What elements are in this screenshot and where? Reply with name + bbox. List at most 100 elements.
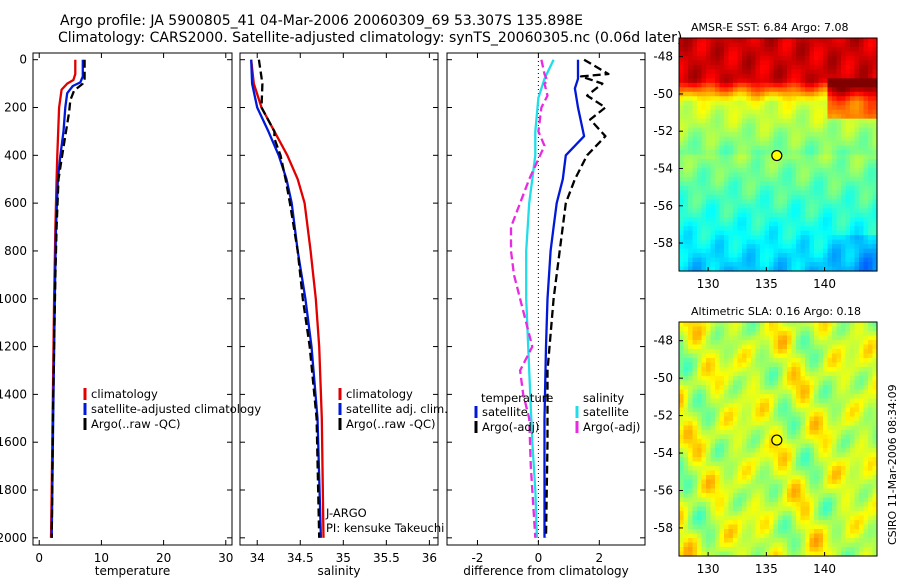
heatmap-cell bbox=[796, 38, 802, 44]
heatmap-cell bbox=[742, 326, 748, 332]
heatmap-cell bbox=[719, 217, 725, 223]
heatmap-cell bbox=[724, 479, 730, 485]
heatmap-cell bbox=[710, 538, 716, 544]
heatmap-cell bbox=[764, 421, 770, 427]
heatmap-cell bbox=[791, 407, 797, 413]
heatmap-cell bbox=[742, 367, 748, 373]
heatmap-cell bbox=[733, 38, 739, 44]
heatmap-cell bbox=[850, 154, 856, 160]
heatmap-cell bbox=[796, 452, 802, 458]
heatmap-cell bbox=[701, 340, 707, 346]
heatmap-cell bbox=[836, 100, 842, 106]
map-x-tick-label: 135 bbox=[755, 277, 778, 291]
heatmap-cell bbox=[854, 524, 860, 530]
heatmap-cell bbox=[832, 385, 838, 391]
heatmap-cell bbox=[755, 524, 761, 530]
heatmap-cell bbox=[697, 203, 703, 209]
heatmap-cell bbox=[823, 394, 829, 400]
heatmap-cell bbox=[769, 185, 775, 191]
heatmap-cell bbox=[836, 443, 842, 449]
heatmap-cell bbox=[706, 452, 712, 458]
heatmap-cell bbox=[692, 358, 698, 364]
heatmap-cell bbox=[746, 248, 752, 254]
heatmap-cell bbox=[787, 235, 793, 241]
heatmap-cell bbox=[724, 425, 730, 431]
heatmap-cell bbox=[823, 87, 829, 93]
heatmap-cell bbox=[751, 367, 757, 373]
heatmap-cell bbox=[818, 497, 824, 503]
heatmap-cell bbox=[769, 380, 775, 386]
heatmap-cell bbox=[719, 331, 725, 337]
heatmap-cell bbox=[778, 167, 784, 174]
heatmap-cell bbox=[850, 542, 856, 548]
heatmap-cell bbox=[787, 118, 793, 124]
heatmap-cell bbox=[791, 542, 797, 548]
heatmap-cell bbox=[782, 434, 788, 440]
heatmap-cell bbox=[715, 547, 721, 553]
heatmap-cell bbox=[764, 194, 770, 200]
x-axis-label-salinity: salinity bbox=[317, 564, 360, 578]
heatmap-cell bbox=[769, 452, 775, 458]
heatmap-cell bbox=[773, 511, 779, 517]
heatmap-cell bbox=[746, 226, 752, 232]
heatmap-cell bbox=[845, 230, 851, 236]
heatmap-cell bbox=[836, 502, 842, 508]
heatmap-cell bbox=[791, 96, 797, 102]
heatmap-cell bbox=[746, 430, 752, 436]
heatmap-cell bbox=[809, 362, 815, 368]
heatmap-cell bbox=[854, 105, 860, 111]
heatmap-cell bbox=[683, 331, 689, 337]
heatmap-cell bbox=[832, 235, 838, 241]
heatmap-cell bbox=[782, 73, 788, 79]
heatmap-cell bbox=[751, 371, 757, 377]
heatmap-cell bbox=[688, 141, 694, 147]
heatmap-cell bbox=[728, 367, 734, 373]
heatmap-cell bbox=[854, 181, 860, 187]
heatmap-cell bbox=[818, 118, 824, 124]
heatmap-cell bbox=[818, 244, 824, 250]
heatmap-cell bbox=[710, 194, 716, 200]
heatmap-cell bbox=[800, 217, 806, 223]
heatmap-cell bbox=[715, 114, 721, 120]
heatmap-cell bbox=[746, 73, 752, 79]
heatmap-cell bbox=[778, 69, 784, 75]
heatmap-cell bbox=[836, 203, 842, 209]
heatmap-cell bbox=[710, 42, 716, 48]
heatmap-cell bbox=[764, 91, 770, 97]
heatmap-cell bbox=[809, 141, 815, 147]
heatmap-cell bbox=[760, 551, 766, 557]
heatmap-cell bbox=[836, 257, 842, 263]
heatmap-cell bbox=[827, 239, 833, 245]
heatmap-cell bbox=[796, 412, 802, 418]
heatmap-cell bbox=[859, 82, 865, 88]
heatmap-cell bbox=[854, 538, 860, 544]
heatmap-cell bbox=[827, 221, 833, 227]
heatmap-cell bbox=[697, 145, 703, 151]
heatmap-cell bbox=[805, 511, 811, 517]
heatmap-cell bbox=[701, 389, 707, 395]
heatmap-cell bbox=[832, 262, 838, 268]
heatmap-cell bbox=[692, 380, 698, 386]
heatmap-cell bbox=[782, 42, 788, 48]
heatmap-cell bbox=[782, 154, 788, 160]
heatmap-cell bbox=[742, 46, 748, 53]
heatmap-cell bbox=[769, 457, 775, 463]
heatmap-cell bbox=[733, 461, 739, 467]
heatmap-cell bbox=[715, 136, 721, 142]
heatmap-cell bbox=[710, 421, 716, 427]
heatmap-cell bbox=[769, 371, 775, 377]
heatmap-cell bbox=[778, 538, 784, 544]
heatmap-cell bbox=[733, 520, 739, 526]
heatmap-cell bbox=[818, 136, 824, 142]
heatmap-cell bbox=[719, 150, 725, 156]
heatmap-cell bbox=[769, 488, 775, 494]
heatmap-cell bbox=[859, 185, 865, 191]
heatmap-cell bbox=[719, 212, 725, 218]
heatmap-cell bbox=[823, 380, 829, 386]
heatmap-cell bbox=[683, 248, 689, 254]
heatmap-cell bbox=[800, 398, 806, 404]
heatmap-cell bbox=[800, 538, 806, 544]
heatmap-cell bbox=[791, 181, 797, 187]
heatmap-cell bbox=[733, 176, 739, 182]
heatmap-cell bbox=[715, 389, 721, 395]
